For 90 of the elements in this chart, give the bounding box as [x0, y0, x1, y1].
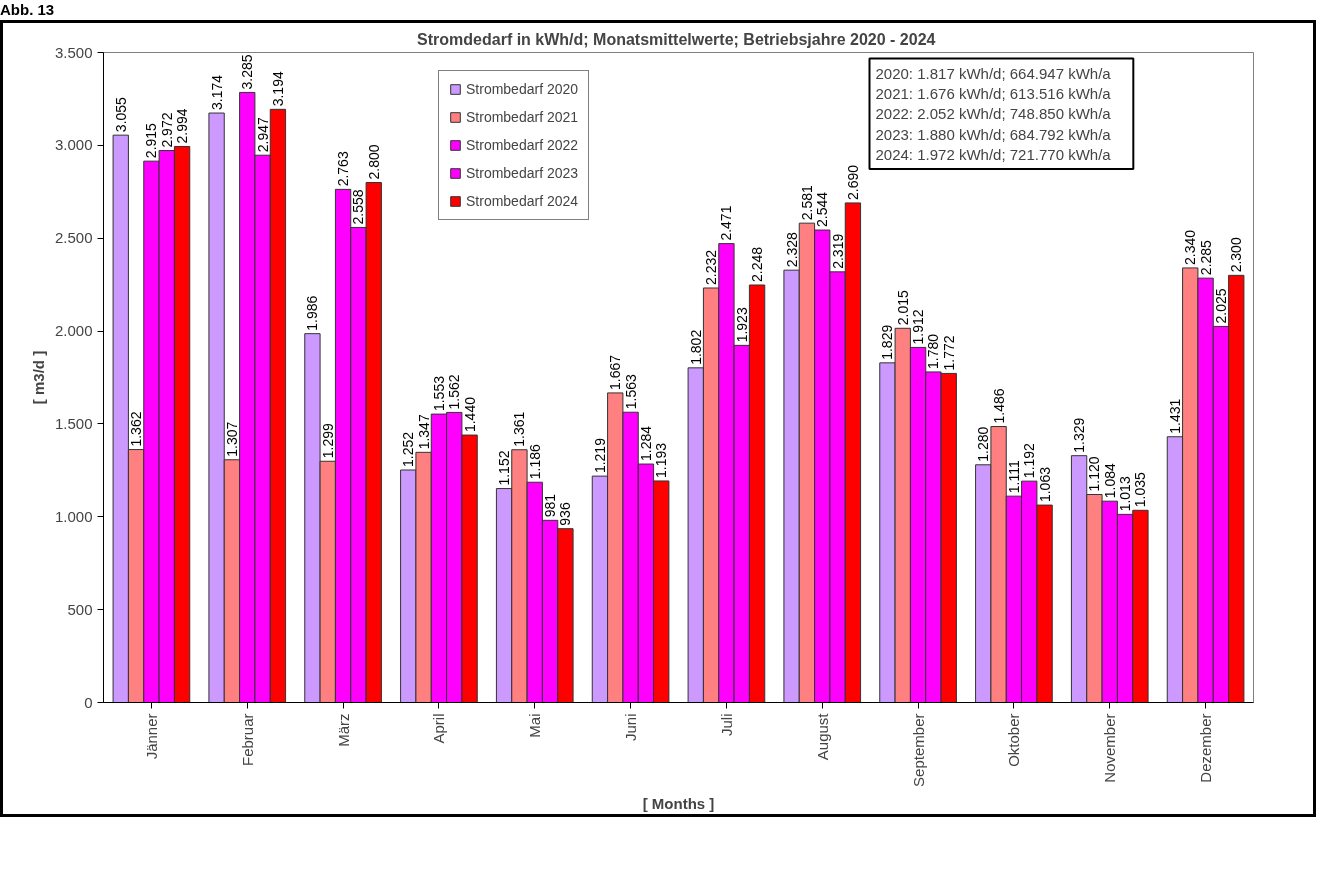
data-label: 1.035	[1132, 472, 1149, 508]
data-label: 1.299	[319, 423, 336, 459]
data-label: 1.013	[1117, 476, 1134, 512]
data-label: 1.252	[400, 431, 417, 467]
data-label: 2.015	[894, 290, 911, 326]
data-label: 1.562	[446, 374, 463, 410]
data-label: 2.248	[749, 246, 766, 283]
x-tick-label: November	[1101, 713, 1119, 783]
data-label: 2.285	[1197, 239, 1214, 276]
data-label: 981	[542, 493, 559, 518]
data-label: 1.063	[1036, 466, 1053, 503]
annotation: 2020: 1.817 kWh/d; 664.947 kWh/a 2021: 1.676 kWh/d; 613.516 kWh/a 2022: 2.052 kWh/d; 748.850 kWh/a 2023: 1.880 kWh/d; 684.792 kWh/a 2024: 1.972 kWh/d; 721.770 kWh/a	[875, 64, 1112, 164]
data-label: 2.328	[783, 231, 800, 268]
y-tick-label: 2.000	[54, 322, 93, 340]
x-tick-label: August	[813, 712, 831, 761]
x-tick-label: Dezember	[1197, 713, 1215, 783]
data-label: 1.986	[304, 295, 321, 331]
data-label: 1.431	[1166, 398, 1183, 434]
data-label: 2.300	[1228, 237, 1245, 273]
data-label: 1.120	[1086, 456, 1103, 492]
data-label: 2.972	[158, 112, 175, 148]
data-label: 1.361	[511, 411, 528, 447]
data-label: 1.307	[223, 421, 240, 457]
x-tick-label: Mai	[526, 713, 544, 738]
data-label: 2.319	[829, 233, 846, 269]
data-label: 2.232	[703, 249, 720, 285]
data-label: 1.923	[733, 307, 750, 343]
y-tick-label: 0	[84, 693, 93, 711]
legend-label: Strombedarf 2020	[466, 81, 579, 97]
data-label: 1.829	[879, 324, 896, 360]
x-tick-label: April	[430, 713, 448, 744]
y-axis-title: [ m3/d ]	[29, 350, 47, 405]
legend-label: Strombedarf 2021	[466, 109, 579, 125]
data-label: 2.800	[365, 144, 382, 180]
data-label: 1.486	[990, 388, 1007, 424]
data-label: 2.340	[1182, 229, 1199, 265]
y-tick-label: 3.000	[54, 136, 93, 154]
data-label: 2.544	[814, 191, 831, 228]
data-label: 2.994	[174, 108, 191, 144]
data-label: 1.280	[975, 426, 992, 462]
data-label: 2.558	[350, 189, 367, 225]
data-label: 1.912	[910, 309, 927, 345]
data-label: 1.111	[1005, 460, 1022, 494]
chart-title: Stromdedarf in kWh/d; Monatsmittelwerte; Betriebsjahre 2020 - 2024	[417, 30, 936, 48]
data-label: 1.193	[653, 442, 670, 478]
legend-label: Strombedarf 2023	[466, 165, 579, 181]
y-tick-label: 2.500	[54, 229, 93, 247]
data-label: 1.284	[637, 425, 654, 462]
data-label: 3.285	[239, 54, 256, 90]
data-label: 1.084	[1101, 462, 1118, 499]
x-tick-label: März	[334, 713, 352, 747]
data-label: 1.440	[461, 396, 478, 433]
y-tick-label: 3.500	[54, 43, 93, 61]
data-label: 1.563	[622, 373, 639, 410]
data-label: 1.772	[940, 335, 957, 371]
data-label: 2.915	[143, 122, 160, 159]
caption: Abb. 13	[0, 0, 55, 20]
y-tick-label: 1.000	[54, 507, 93, 525]
data-label: 3.055	[112, 96, 129, 133]
x-tick-label: Februar	[238, 713, 256, 767]
data-label: 3.194	[269, 71, 286, 107]
x-axis-title: [ Months ]	[642, 794, 715, 812]
y-tick-label: 1.500	[54, 414, 93, 432]
x-tick-label: Jänner	[142, 713, 160, 760]
data-label: 2.690	[844, 164, 861, 200]
data-label: 1.780	[925, 333, 942, 369]
data-label: 936	[557, 502, 574, 526]
legend-label: Strombedarf 2022	[466, 137, 579, 153]
data-label: 1.667	[607, 354, 624, 390]
data-label: 1.347	[415, 414, 432, 450]
y-tick-label: 500	[67, 600, 93, 618]
data-label: 2.763	[335, 151, 352, 187]
data-label: 2.471	[718, 205, 735, 241]
data-label: 1.186	[526, 443, 543, 480]
data-label: 1.553	[430, 375, 447, 412]
data-label: 3.174	[208, 74, 225, 111]
data-label: 2.947	[254, 116, 271, 153]
data-label: 1.329	[1071, 417, 1088, 453]
legend-label: Strombedarf 2024	[466, 193, 579, 209]
x-tick-label: September	[909, 713, 927, 787]
data-label: 2.025	[1212, 288, 1229, 324]
data-label: 1.802	[687, 329, 704, 365]
data-label: 1.362	[128, 411, 145, 447]
x-tick-label: Juli	[717, 713, 735, 737]
data-label: 1.219	[591, 437, 608, 474]
x-tick-label: Oktober	[1005, 713, 1023, 767]
x-tick-label: Juni	[622, 713, 640, 742]
data-label: 2.581	[798, 184, 815, 221]
data-label: 1.192	[1021, 442, 1038, 479]
data-label: 1.152	[496, 450, 513, 486]
